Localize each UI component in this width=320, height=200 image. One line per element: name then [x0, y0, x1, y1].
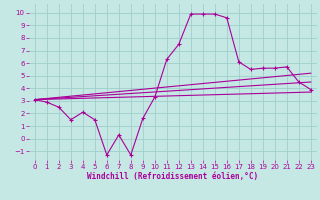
X-axis label: Windchill (Refroidissement éolien,°C): Windchill (Refroidissement éolien,°C): [87, 172, 258, 181]
